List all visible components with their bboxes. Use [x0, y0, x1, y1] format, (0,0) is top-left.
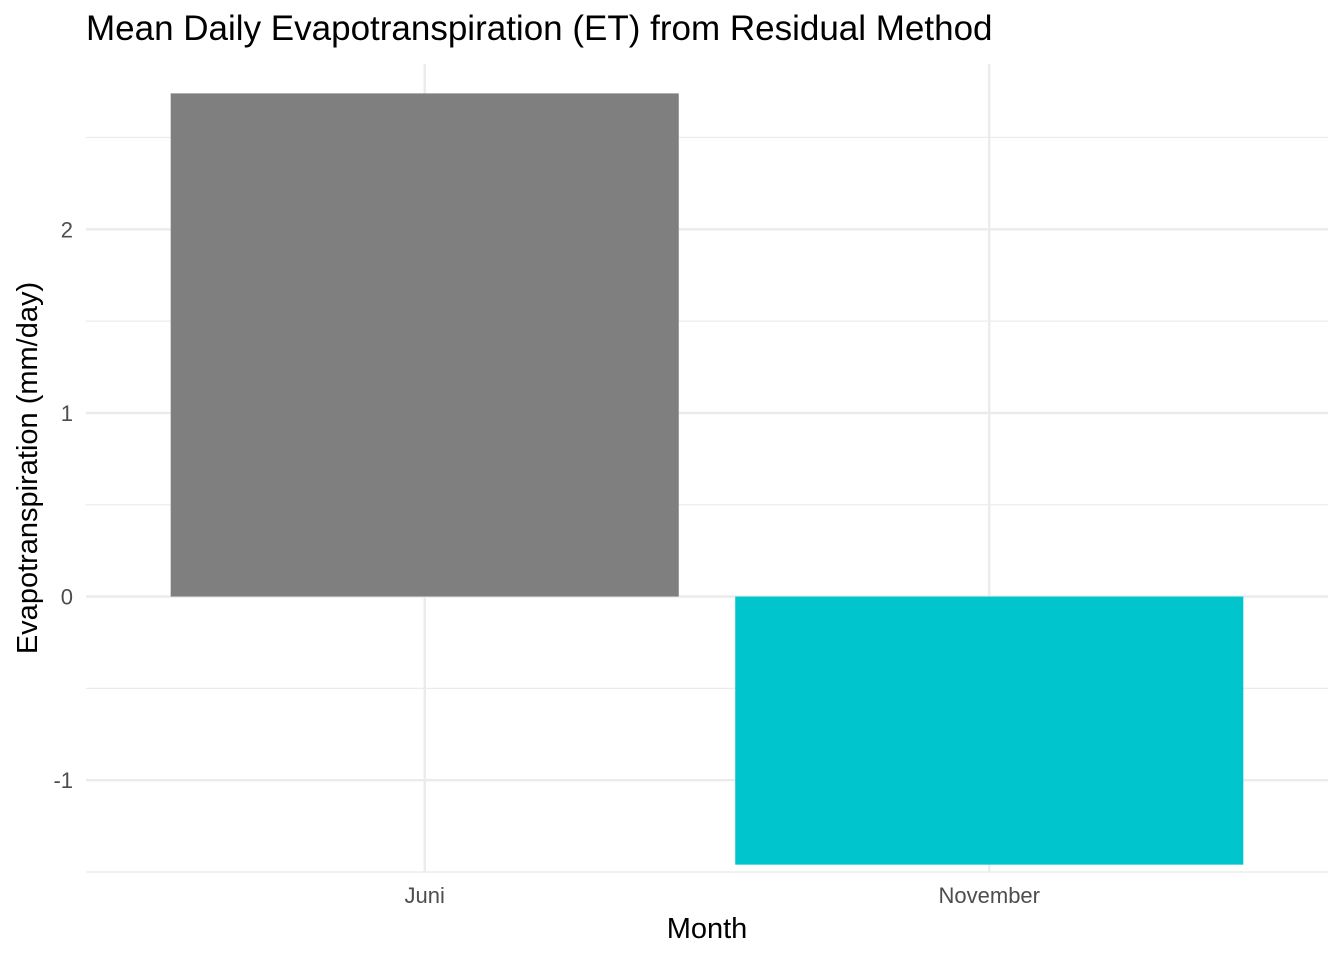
chart-title: Mean Daily Evapotranspiration (ET) from … — [86, 9, 993, 48]
x-tick-label: November — [939, 883, 1040, 908]
bars — [170, 93, 1244, 865]
x-axis-ticks: Juni November — [405, 883, 1040, 908]
y-axis-title: Evapotranspiration (mm/day) — [12, 282, 44, 654]
x-axis-title: Month — [667, 913, 748, 945]
y-tick-label: -1 — [53, 768, 73, 793]
y-tick-label: 1 — [61, 401, 73, 426]
y-tick-label: 0 — [61, 585, 73, 610]
bar-november — [735, 596, 1244, 865]
y-axis-ticks: -1 0 1 2 — [53, 217, 73, 793]
x-tick-label: Juni — [405, 883, 445, 908]
bar-juni — [170, 93, 679, 597]
y-tick-label: 2 — [61, 217, 73, 242]
